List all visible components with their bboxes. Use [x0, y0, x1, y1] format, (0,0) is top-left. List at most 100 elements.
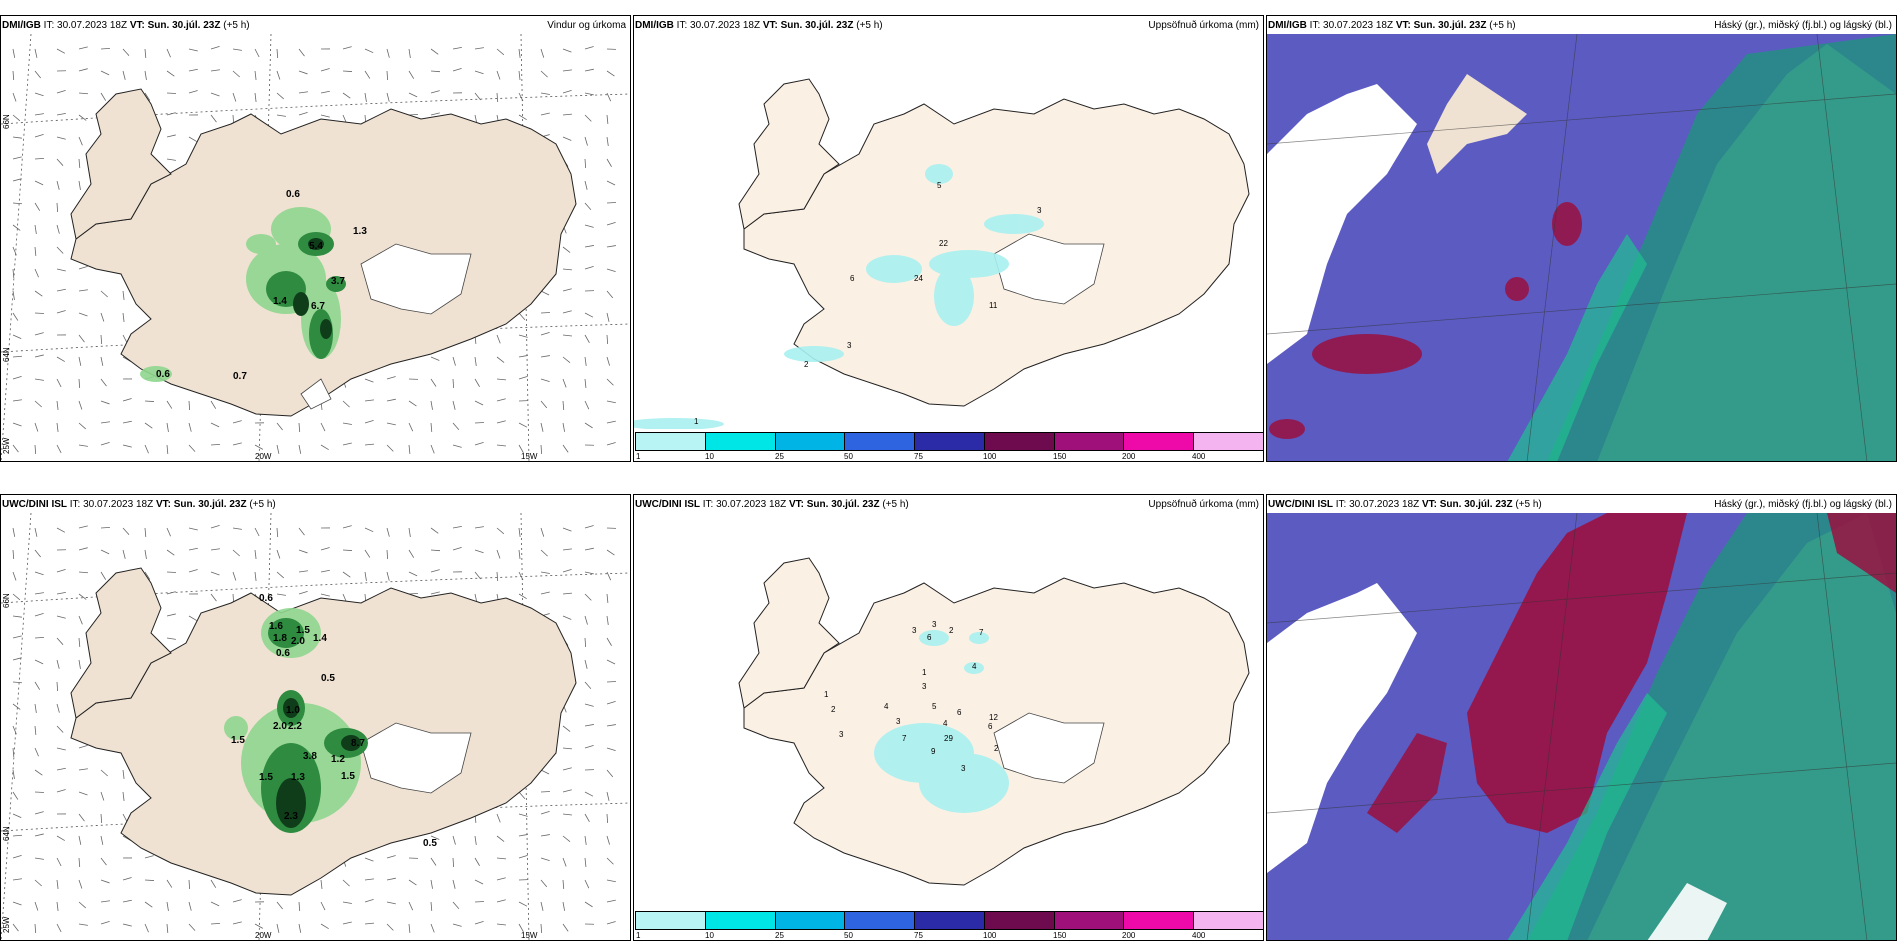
- wind-barb: [56, 879, 59, 889]
- precip-value: 1.2: [331, 754, 345, 765]
- it-value: 30.07.2023 18Z: [57, 20, 128, 31]
- colorbar-tick: 50: [844, 931, 853, 940]
- wind-barb: [78, 571, 89, 574]
- wind-barb: [122, 444, 132, 448]
- precip-colorbar: 1 10 25 50 75 100 150 200 400: [634, 432, 1263, 461]
- wind-barb: [518, 114, 527, 121]
- wind-barb: [100, 70, 110, 76]
- wind-barb: [232, 92, 237, 102]
- vt-value: Sun. 30.júl. 23Z: [1413, 20, 1487, 31]
- wind-barb: [12, 375, 22, 380]
- wind-barb: [430, 527, 439, 534]
- wind-barb: [606, 747, 616, 751]
- wind-barb: [430, 356, 440, 361]
- wind-barb: [584, 224, 594, 228]
- wind-barb: [210, 69, 220, 72]
- lon-label: 25W: [2, 437, 11, 454]
- wind-barb: [232, 527, 242, 530]
- wind-barb: [34, 70, 41, 79]
- wind-barb: [584, 571, 594, 575]
- wind-barb: [496, 70, 501, 80]
- wind-barb: [474, 378, 480, 387]
- panel-title: Vindur og úrkoma: [547, 20, 626, 31]
- wind-barb: [584, 593, 592, 601]
- wind-barb: [232, 420, 242, 424]
- wind-barb: [12, 527, 16, 537]
- wind-barb: [78, 289, 88, 292]
- wind-barb: [364, 922, 374, 925]
- wind-barb: [606, 420, 616, 424]
- wind-barb: [122, 420, 132, 424]
- wind-barb: [188, 136, 197, 142]
- wind-barb: [540, 571, 550, 574]
- wind-barb: [584, 659, 588, 669]
- wind-barb: [540, 879, 548, 888]
- wind-barb: [606, 356, 610, 366]
- wind-barb: [298, 48, 305, 57]
- wind-barb: [518, 312, 526, 321]
- precip-value: 0.5: [321, 673, 335, 684]
- it-label: IT:: [1309, 20, 1321, 31]
- wind-barb: [496, 549, 501, 559]
- wind-barb: [166, 613, 176, 617]
- colorbar-tick: 1: [636, 452, 641, 461]
- wind-barb: [78, 92, 89, 95]
- precip-value: 0.6: [156, 369, 170, 380]
- accum-value: 3: [847, 341, 852, 350]
- panel-header: UWC/DINI ISL IT: 30.07.2023 18Z VT: Sun.…: [2, 499, 276, 510]
- wind-barb: [606, 268, 616, 272]
- wind-barb: [562, 548, 572, 551]
- wind-barb: [518, 334, 528, 338]
- wind-barb: [584, 46, 594, 50]
- wind-precip-panel-uwc: UWC/DINI ISL IT: 30.07.2023 18Z VT: Sun.…: [0, 494, 631, 941]
- wind-barb: [540, 834, 550, 837]
- lon-label: 20W: [255, 931, 272, 940]
- wind-barb: [144, 422, 153, 429]
- wind-barb: [12, 615, 22, 618]
- wind-barb: [606, 290, 614, 299]
- wind-barb: [320, 923, 329, 930]
- colorbar-cell: [1054, 912, 1125, 929]
- it-label: IT:: [676, 20, 688, 31]
- wind-barb: [34, 268, 39, 278]
- colorbar-bar: [635, 432, 1263, 451]
- wind-barb: [56, 725, 64, 733]
- wind-barb: [584, 901, 593, 908]
- wind-barb: [606, 700, 616, 705]
- wind-barb: [56, 747, 66, 751]
- precip-value: 0.6: [259, 593, 273, 604]
- wind-barb: [100, 421, 110, 424]
- wind-barb: [540, 923, 543, 934]
- wind-barb: [188, 901, 192, 911]
- wind-barb: [232, 48, 242, 51]
- colorbar-tick: 150: [1053, 452, 1067, 461]
- it-value: 30.07.2023 18Z: [690, 20, 761, 31]
- wind-barb: [166, 549, 175, 556]
- colorbar-tick: 25: [775, 931, 784, 940]
- wind-barb: [584, 378, 587, 388]
- vt-value: Sun. 30.júl. 23Z: [806, 499, 880, 510]
- wind-barb: [34, 549, 41, 558]
- wind-barb: [364, 70, 371, 79]
- wind-barb: [430, 923, 435, 933]
- colorbar-cell: [775, 433, 846, 450]
- wind-barb: [56, 224, 60, 234]
- wind-barb: [144, 549, 147, 559]
- wind-barb: [584, 615, 588, 625]
- wind-barb: [276, 923, 280, 933]
- wind-barb: [144, 901, 153, 908]
- wind-barb: [188, 422, 192, 432]
- wind-barb: [34, 879, 42, 887]
- wind-barb: [210, 593, 217, 602]
- colorbar-cell: [636, 912, 706, 929]
- precip-value: 2.2: [288, 721, 302, 732]
- wind-barb: [100, 334, 103, 345]
- wind-barb: [56, 444, 62, 454]
- precip-value: 1.5: [231, 735, 245, 746]
- wind-barb: [100, 549, 110, 555]
- wind-barb: [364, 378, 374, 383]
- wind-barb: [518, 70, 521, 80]
- precip-value: 1.5: [341, 771, 355, 782]
- wind-barb: [276, 92, 285, 100]
- wind-barb: [78, 879, 83, 889]
